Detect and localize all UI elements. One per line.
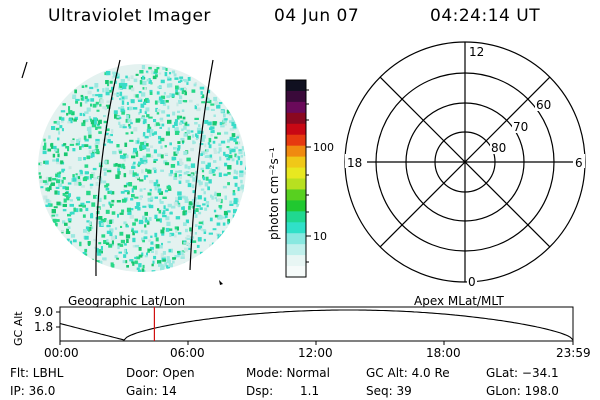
colorbar-swatch [286, 123, 306, 136]
seq-status: Seq: 39 [366, 384, 412, 398]
cursor-arrow-icon [219, 280, 223, 285]
colorbar-swatch [286, 200, 306, 212]
color-scale-bar: 100 10 photon cm⁻²s⁻¹ [267, 79, 334, 278]
colorbar-swatch [286, 134, 306, 147]
colorbar-swatch [286, 90, 306, 103]
altitude-timeline: GC Alt [12, 306, 574, 346]
timeline-x-tick: 00:00 [44, 346, 79, 360]
timeline-y-tick: 1.8 [34, 320, 54, 334]
mlt-label-noon: 12 [469, 45, 484, 59]
colorbar-swatch [286, 189, 306, 201]
colorbar-swatch [286, 80, 306, 92]
gain-status: Gain: 14 [126, 384, 177, 398]
door-status: Door: Open [126, 366, 195, 380]
ip-status: IP: 36.0 [10, 384, 56, 398]
uv-image-disk [21, 59, 246, 285]
mlt-label-dawn: 6 [575, 156, 583, 170]
glat-status: GLat: −34.1 [486, 366, 559, 380]
colorbar-swatch [286, 222, 306, 234]
polar-plot [344, 41, 586, 283]
orientation-mark [21, 61, 28, 79]
observation-time: 04:24:14 UT [430, 6, 541, 26]
lat-label-70: 70 [513, 120, 528, 134]
mode-status: Mode: Normal [246, 366, 330, 380]
colorbar-swatch [286, 233, 306, 245]
glon-status: GLon: 198.0 [486, 384, 559, 398]
dsp-label: Dsp: [246, 384, 274, 398]
longitude-line [95, 59, 121, 277]
lat-label-80: 80 [491, 141, 506, 155]
colorbar-swatch [286, 145, 306, 158]
mlt-label-dusk: 18 [347, 156, 362, 170]
timeline-left-title: Geographic Lat/Lon [68, 294, 186, 308]
colorbar-swatch [286, 244, 306, 256]
timeline-x-tick: 12:00 [298, 346, 333, 360]
colorbar-swatch [286, 178, 306, 191]
dsp-value: 1.1 [300, 384, 320, 398]
timeline-x-tick: 06:00 [170, 346, 205, 360]
colorbar-minor-ticks [306, 89, 309, 263]
instrument-title: Ultraviolet Imager [48, 6, 211, 26]
timeline-x-tick: 23:59 [556, 346, 591, 360]
colorbar-swatch [286, 255, 306, 267]
colorbar-swatch [286, 167, 306, 180]
altitude-curve [59, 309, 574, 341]
colorbar-tick-label: 100 [313, 141, 334, 154]
filter-status: Flt: LBHL [10, 366, 64, 380]
timeline-y-tick: 9.0 [34, 305, 54, 319]
colorbar-swatch [286, 112, 306, 125]
mlt-label-midnight: 0 [468, 275, 476, 289]
colorbar-swatch [286, 211, 306, 223]
gc-alt-status: GC Alt: 4.0 Re [366, 366, 450, 380]
colorbar-swatch [286, 156, 306, 169]
colorbar-swatch [286, 101, 306, 114]
timeline-axis-label: GC Alt [12, 311, 25, 346]
observation-date: 04 Jun 07 [274, 6, 360, 26]
colorbar-swatch [286, 266, 306, 278]
colorbar-unit-label: photon cm⁻²s⁻¹ [267, 147, 281, 240]
lat-label-60: 60 [536, 98, 551, 112]
colorbar-tick-label: 10 [313, 230, 327, 243]
timeline-x-tick: 18:00 [426, 346, 461, 360]
longitude-line [189, 59, 214, 271]
timeline-right-title: Apex MLat/MLT [414, 294, 504, 308]
